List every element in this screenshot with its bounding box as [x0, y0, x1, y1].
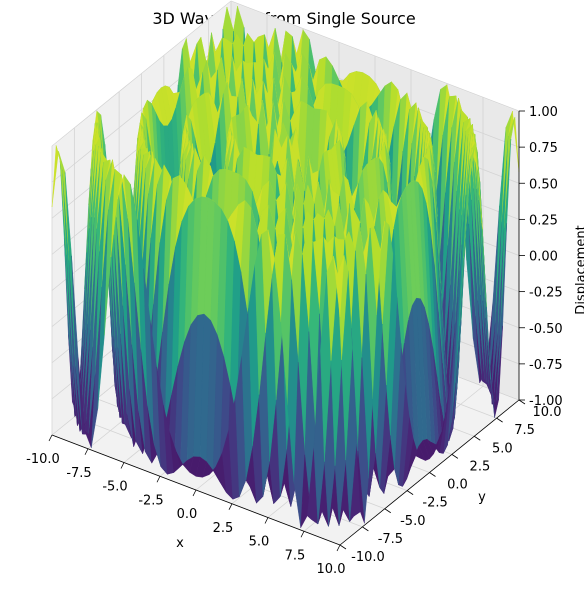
x-tick-label: 0.0 — [177, 507, 198, 522]
x-axis-label: x — [176, 536, 184, 551]
x-tick-mark — [156, 476, 161, 483]
grid-line — [51, 0, 232, 147]
x-tick-mark — [336, 544, 341, 552]
z-tick-label: -0.75 — [529, 358, 563, 373]
y-tick-label: 10.0 — [533, 405, 562, 420]
z-tick-label: -1.00 — [529, 394, 563, 409]
x-tick-mark — [48, 434, 53, 442]
y-tick-mark — [518, 399, 526, 405]
x-tick-label: 10.0 — [317, 562, 346, 577]
x-axis-ticks: -10.0 -7.5 -5.0 -2.5 0.0 2.5 5.0 7.5 10.0 — [26, 434, 346, 577]
y-tick-mark — [406, 490, 414, 495]
y-tick-label: 0.0 — [447, 478, 468, 493]
x-tick-label: 7.5 — [285, 548, 306, 563]
y-tick-mark — [429, 472, 436, 477]
y-tick-mark — [339, 544, 347, 550]
x-tick-mark — [192, 489, 197, 497]
y-tick-mark — [384, 508, 391, 514]
y-tick-label: -10.0 — [351, 550, 385, 565]
y-axis-label: y — [478, 490, 486, 505]
x-tick-mark — [120, 462, 125, 469]
x-tick-label: -5.0 — [102, 480, 127, 495]
x-tick-label: -10.0 — [26, 452, 60, 467]
z-tick-label: 0.00 — [529, 250, 558, 265]
x-tick-label: 5.0 — [249, 535, 270, 550]
x-tick-mark — [84, 448, 89, 455]
x-tick-mark — [264, 517, 269, 524]
surface-patch — [333, 255, 345, 318]
grid-line — [230, 0, 520, 112]
z-axis-label: Displacement — [574, 225, 584, 314]
z-tick-label: -0.25 — [529, 286, 563, 301]
z-tick-label: 0.75 — [529, 141, 558, 156]
y-tick-label: 2.5 — [470, 459, 491, 474]
y-tick-mark — [451, 454, 459, 459]
x-tick-mark — [228, 503, 233, 510]
y-tick-mark — [474, 435, 481, 441]
y-tick-label: -5.0 — [400, 514, 425, 529]
z-tick-label: 0.25 — [529, 213, 558, 228]
y-tick-label: -2.5 — [422, 496, 447, 511]
y-axis-ticks: -10.0 -7.5 -5.0 -2.50.02.55.07.5 10.0 — [339, 399, 562, 565]
y-tick-label: 5.0 — [492, 441, 513, 456]
x-tick-mark — [300, 531, 305, 538]
y-tick-mark — [496, 417, 503, 423]
x-tick-label: -2.5 — [138, 493, 163, 508]
y-tick-label: -7.5 — [378, 532, 403, 547]
y-tick-mark — [362, 526, 369, 532]
z-tick-label: 0.50 — [529, 177, 558, 192]
z-tick-label: 1.00 — [529, 105, 558, 120]
y-tick-label: 7.5 — [514, 423, 535, 438]
z-tick-label: -0.50 — [529, 322, 563, 337]
x-tick-label: 2.5 — [213, 521, 234, 536]
x-tick-label: -7.5 — [66, 466, 91, 481]
z-axis-ticks: -1.00 -0.75 -0.50 -0.25 0.00 0.25 0.50 0.75 1.00 — [519, 105, 563, 409]
wave-surface — [51, 6, 520, 528]
